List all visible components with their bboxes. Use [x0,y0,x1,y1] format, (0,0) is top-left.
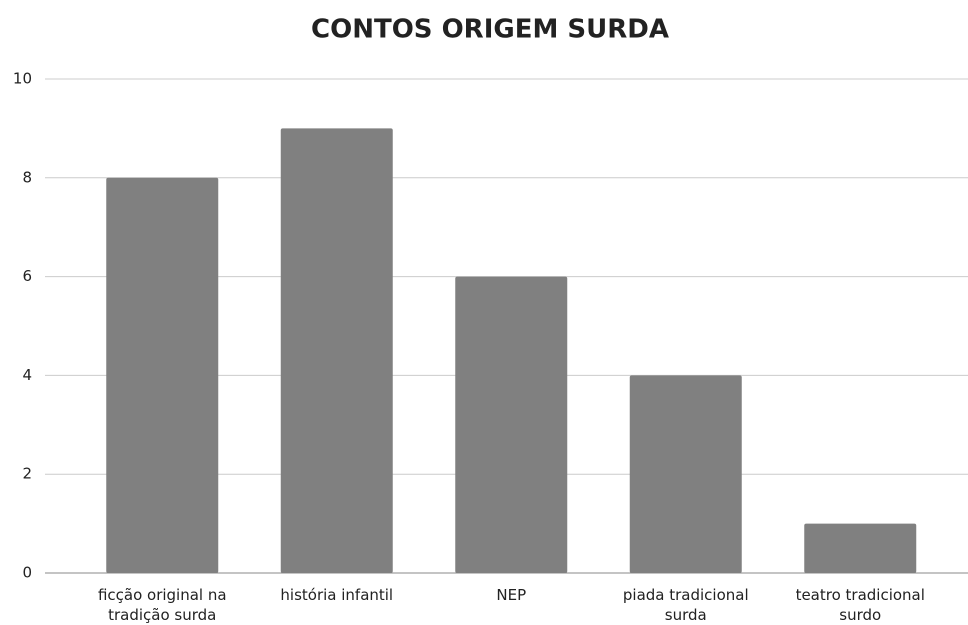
y-tick-label: 0 [22,564,32,582]
x-tick-label: ficção original na tradição surda [98,586,227,624]
bar [280,128,393,573]
bar [629,375,742,573]
bar [804,523,917,573]
bar [106,177,219,574]
y-tick-label: 6 [22,267,32,285]
bar [455,276,568,573]
x-tick-label: teatro tradicional surdo [796,586,925,624]
y-tick-label: 2 [22,465,32,483]
x-tick-label: história infantil [280,586,393,604]
y-tick-label: 4 [22,366,32,384]
x-tick-label: NEP [496,586,526,604]
chart-title: CONTOS ORIGEM SURDA [311,15,669,45]
x-tick-label: piada tradicional surda [623,586,749,624]
y-tick-label: 8 [22,168,32,186]
y-tick-label: 10 [13,70,32,88]
